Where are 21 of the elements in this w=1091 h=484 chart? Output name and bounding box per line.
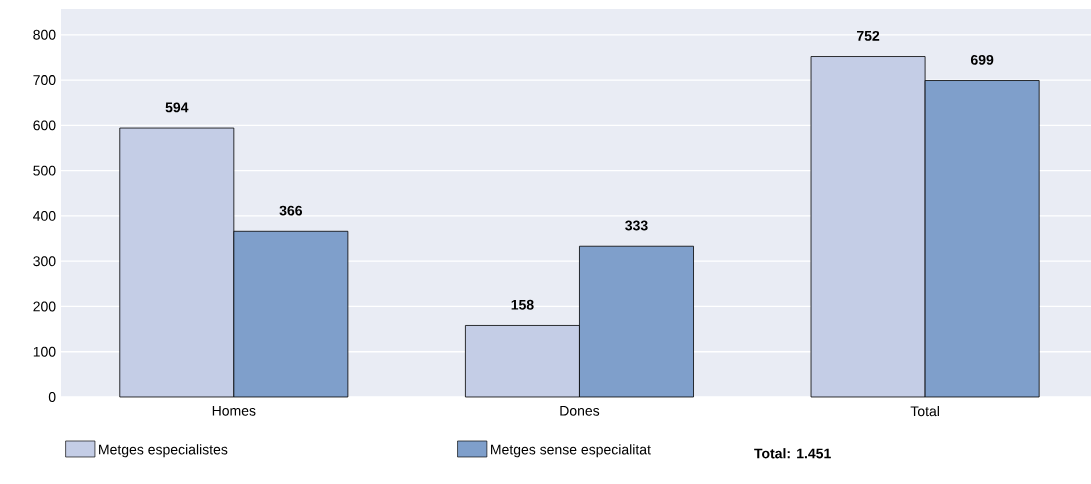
data-label: 333 [625, 220, 648, 231]
x-tick-label: Total [910, 405, 939, 417]
y-tick-label: 800 [33, 29, 56, 40]
y-tick-label: 300 [33, 256, 56, 267]
y-tick-label: 200 [33, 301, 56, 312]
y-tick-label: 500 [33, 165, 56, 176]
x-tick-label: Homes [212, 405, 256, 416]
y-tick-label: 700 [33, 75, 56, 86]
text: Total: 1.451 [754, 448, 831, 459]
data-label: 699 [970, 54, 994, 65]
legend-label: Metges sense especialitat [491, 444, 651, 458]
data-label: 594 [165, 102, 189, 113]
data-label: 158 [511, 299, 534, 310]
y-tick-label: 400 [33, 210, 56, 221]
data-label: 752 [857, 30, 880, 41]
y-tick-label: 600 [33, 120, 56, 131]
y-tick-label: 0 [48, 392, 56, 402]
legend-label: Metges especialistes [99, 444, 228, 458]
data-label: 366 [279, 205, 303, 216]
x-tick-label: Dones [560, 405, 600, 416]
y-tick-label: 100 [33, 346, 56, 357]
